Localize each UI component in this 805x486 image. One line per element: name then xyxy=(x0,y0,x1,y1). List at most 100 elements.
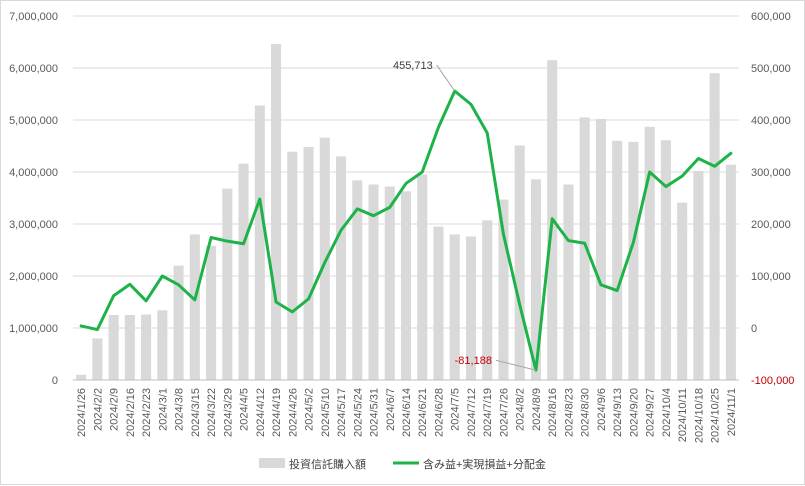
x-tick-label: 2024/5/17 xyxy=(336,388,348,437)
x-tick-label: 2024/5/24 xyxy=(352,388,364,437)
line-series xyxy=(79,89,733,372)
bar xyxy=(465,236,477,380)
x-tick-label: 2024/10/4 xyxy=(661,388,673,437)
x-tick-label: 2024/6/21 xyxy=(417,388,429,437)
x-tick-label: 2024/9/13 xyxy=(612,388,624,437)
x-tick-label: 2024/2/2 xyxy=(92,388,104,431)
x-tick-label: 2024/7/5 xyxy=(450,388,462,431)
x-tick-label: 2024/1/26 xyxy=(76,388,88,437)
bar xyxy=(141,314,152,380)
y-left-tick-label: 5,000,000 xyxy=(9,115,58,127)
annotation-label: 455,713 xyxy=(393,60,433,72)
annotation-label: -81,188 xyxy=(455,355,492,367)
bar xyxy=(76,374,87,380)
legend-label-line: 含み益+実現損益+分配金 xyxy=(423,457,546,471)
bar xyxy=(498,199,509,380)
bar xyxy=(579,117,590,381)
x-tick-label: 2024/10/25 xyxy=(710,388,722,443)
x-tick-label: 2024/10/18 xyxy=(693,388,705,443)
y-left-tick-label: 1,000,000 xyxy=(9,323,58,335)
x-tick-label: 2024/8/2 xyxy=(515,388,527,431)
y-left-tick-label: 2,000,000 xyxy=(9,271,58,283)
bar xyxy=(173,265,184,380)
bar xyxy=(254,105,265,380)
x-tick-label: 2024/3/1 xyxy=(157,388,169,431)
x-tick-label: 2024/3/15 xyxy=(190,388,202,437)
bar xyxy=(108,315,119,380)
x-tick-label: 2024/6/14 xyxy=(401,388,413,437)
x-tick-label: 2024/7/19 xyxy=(482,388,494,437)
x-tick-label: 2024/7/26 xyxy=(498,388,510,437)
x-tick-label: 2024/4/26 xyxy=(287,388,299,437)
bar xyxy=(514,145,525,380)
x-tick-label: 2024/2/16 xyxy=(125,388,137,437)
y-left-tick-label: 7,000,000 xyxy=(9,11,58,23)
x-tick-label: 2024/8/9 xyxy=(531,388,543,431)
legend-swatch-bar xyxy=(259,458,285,468)
annotation-leader xyxy=(436,64,456,92)
bar xyxy=(725,164,736,380)
x-tick-label: 2024/10/11 xyxy=(677,388,689,442)
x-tick-label: 2024/9/6 xyxy=(596,388,608,431)
y-right-tick-label: 0 xyxy=(751,323,757,335)
x-tick-label: 2024/8/23 xyxy=(563,388,575,437)
x-tick-label: 2024/5/2 xyxy=(304,388,316,431)
bar xyxy=(563,184,574,380)
bar xyxy=(595,118,606,381)
y-left-tick-label: 6,000,000 xyxy=(9,63,58,75)
x-tick-label: 2024/4/19 xyxy=(271,388,283,437)
bar xyxy=(335,156,347,380)
bar xyxy=(449,234,460,380)
bar xyxy=(660,140,671,380)
annotation-leader xyxy=(495,359,537,371)
bar xyxy=(157,310,168,380)
x-tick-label: 2024/2/9 xyxy=(109,388,121,431)
bar xyxy=(482,220,493,380)
bar xyxy=(693,170,704,380)
bar xyxy=(530,179,541,380)
bar xyxy=(222,188,233,380)
legend-label-bar: 投資信託購入額 xyxy=(289,457,366,471)
bar xyxy=(384,186,395,380)
bar xyxy=(628,141,639,380)
bar xyxy=(709,73,720,380)
y-right-tick-label: -100,000 xyxy=(751,375,794,387)
x-tick-label: 2024/9/20 xyxy=(628,388,640,437)
bar xyxy=(400,191,412,380)
x-tick-label: 2024/8/16 xyxy=(547,388,559,437)
bar xyxy=(368,184,379,380)
bar xyxy=(319,137,330,380)
bar xyxy=(271,44,282,380)
x-tick-label: 2024/3/29 xyxy=(222,388,234,437)
y-left-tick-label: 3,000,000 xyxy=(9,219,58,231)
y-right-tick-label: 300,000 xyxy=(751,167,791,179)
bar xyxy=(352,180,363,380)
y-right-tick-label: 600,000 xyxy=(751,11,791,23)
x-tick-label: 2024/3/8 xyxy=(174,388,186,431)
x-tick-label: 2024/5/10 xyxy=(320,388,332,437)
x-tick-label: 2024/6/28 xyxy=(433,388,445,437)
y-left-tick-label: 4,000,000 xyxy=(9,167,58,179)
x-tick-label: 2024/4/5 xyxy=(239,388,251,431)
x-tick-label: 2024/6/7 xyxy=(385,388,397,431)
x-tick-label: 2024/2/23 xyxy=(141,388,153,437)
bar xyxy=(238,163,249,380)
x-tick-label: 2024/9/27 xyxy=(645,388,657,437)
bar xyxy=(303,147,314,380)
bar xyxy=(677,202,688,380)
x-tick-label: 2024/3/22 xyxy=(206,388,218,437)
bar xyxy=(92,338,103,380)
bar xyxy=(124,315,135,380)
x-tick-label: 2024/4/12 xyxy=(255,388,267,437)
y-right-tick-label: 400,000 xyxy=(751,115,791,127)
bar xyxy=(644,126,655,380)
y-left-tick-label: 0 xyxy=(52,375,58,387)
bar xyxy=(189,234,200,380)
bar xyxy=(433,226,444,380)
x-tick-label: 2024/7/12 xyxy=(466,388,478,437)
x-tick-label: 2024/5/31 xyxy=(369,388,381,437)
x-tick-label: 2024/11/1 xyxy=(726,388,738,436)
y-right-tick-label: 200,000 xyxy=(751,219,791,231)
